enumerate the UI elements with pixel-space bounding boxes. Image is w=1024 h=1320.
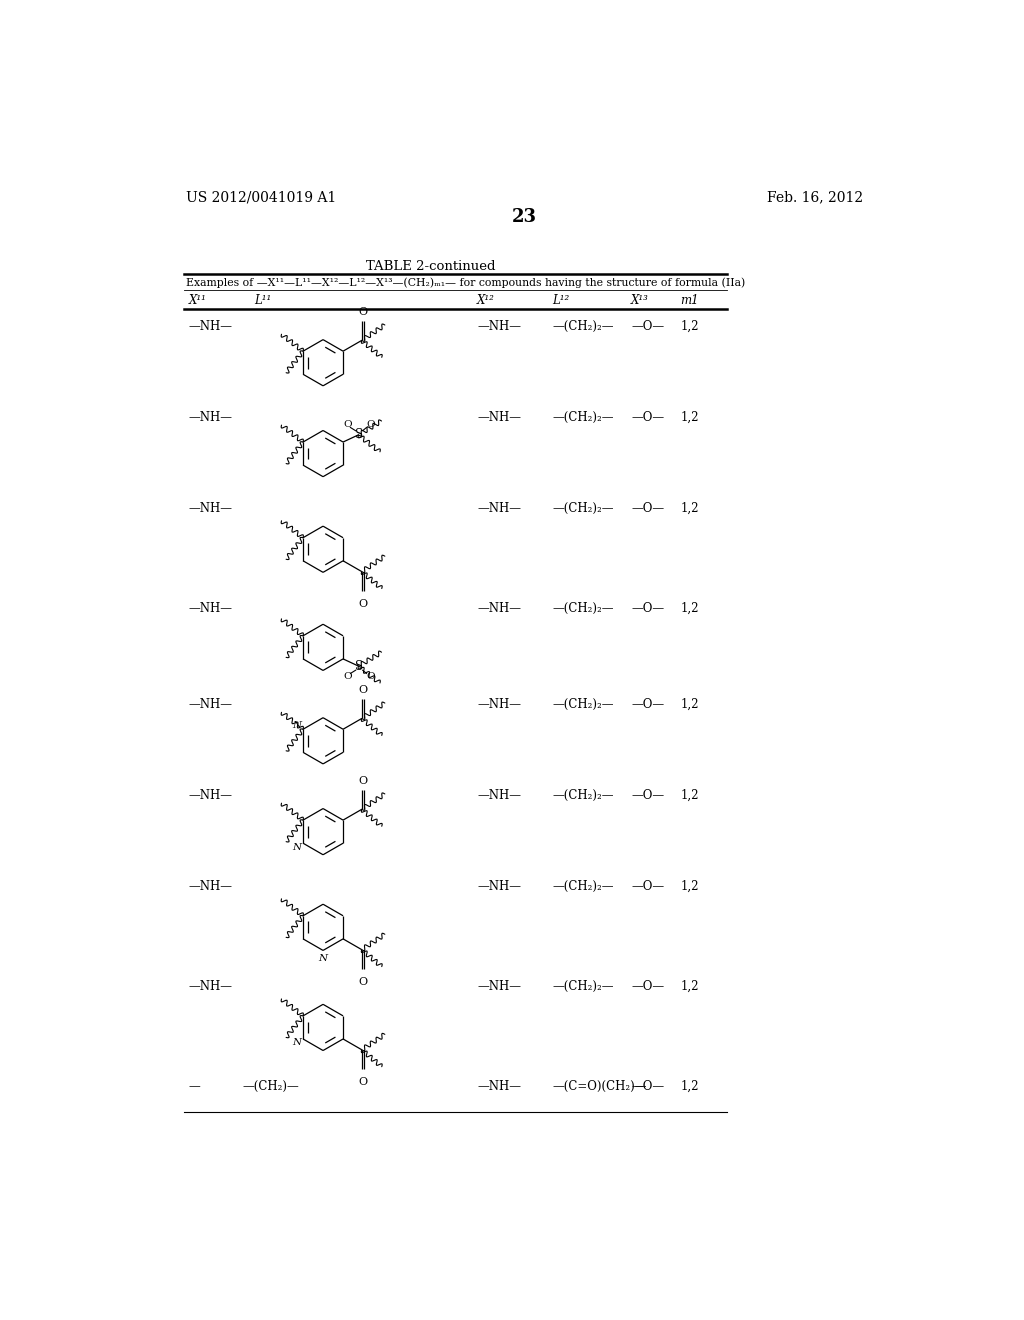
Text: —: — xyxy=(188,1080,200,1093)
Text: 1,2: 1,2 xyxy=(680,321,698,333)
Text: —NH—: —NH— xyxy=(477,502,521,515)
Text: O: O xyxy=(358,776,368,787)
Text: O: O xyxy=(358,308,368,317)
Text: N: N xyxy=(318,953,328,962)
Text: —NH—: —NH— xyxy=(477,979,521,993)
Text: US 2012/0041019 A1: US 2012/0041019 A1 xyxy=(186,191,336,205)
Text: N: N xyxy=(292,842,301,851)
Text: —(CH₂)₂—: —(CH₂)₂— xyxy=(553,698,614,711)
Text: —NH—: —NH— xyxy=(188,602,232,615)
Text: —(CH₂)₂—: —(CH₂)₂— xyxy=(553,502,614,515)
Text: 1,2: 1,2 xyxy=(680,698,698,711)
Text: —O—: —O— xyxy=(631,411,665,424)
Text: L¹²: L¹² xyxy=(553,294,569,308)
Text: —O—: —O— xyxy=(631,880,665,892)
Text: —NH—: —NH— xyxy=(188,502,232,515)
Text: —O—: —O— xyxy=(631,698,665,711)
Text: O: O xyxy=(358,1077,368,1086)
Text: —(CH₂)₂—: —(CH₂)₂— xyxy=(553,321,614,333)
Text: 23: 23 xyxy=(512,209,538,227)
Text: X¹²: X¹² xyxy=(477,294,495,308)
Text: —NH—: —NH— xyxy=(477,321,521,333)
Text: O: O xyxy=(367,672,375,681)
Text: —O—: —O— xyxy=(631,789,665,803)
Text: —(CH₂)₂—: —(CH₂)₂— xyxy=(553,602,614,615)
Text: —NH—: —NH— xyxy=(477,602,521,615)
Text: O: O xyxy=(358,977,368,986)
Text: —NH—: —NH— xyxy=(477,411,521,424)
Text: —(CH₂)—: —(CH₂)— xyxy=(243,1080,299,1093)
Text: —NH—: —NH— xyxy=(188,880,232,892)
Text: —NH—: —NH— xyxy=(477,789,521,803)
Text: —NH—: —NH— xyxy=(188,979,232,993)
Text: TABLE 2-continued: TABLE 2-continued xyxy=(367,260,496,273)
Text: S: S xyxy=(355,660,364,673)
Text: N: N xyxy=(292,1039,301,1047)
Text: 1,2: 1,2 xyxy=(680,979,698,993)
Text: X¹³: X¹³ xyxy=(631,294,649,308)
Text: —NH—: —NH— xyxy=(477,698,521,711)
Text: 1,2: 1,2 xyxy=(680,880,698,892)
Text: —(C=O)(CH₂)—: —(C=O)(CH₂)— xyxy=(553,1080,647,1093)
Text: —O—: —O— xyxy=(631,321,665,333)
Text: O: O xyxy=(358,598,368,609)
Text: N: N xyxy=(292,721,301,730)
Text: X¹¹: X¹¹ xyxy=(188,294,206,308)
Text: O: O xyxy=(367,420,375,429)
Text: 1,2: 1,2 xyxy=(680,502,698,515)
Text: O: O xyxy=(358,685,368,696)
Text: —O—: —O— xyxy=(631,602,665,615)
Text: Feb. 16, 2012: Feb. 16, 2012 xyxy=(767,191,863,205)
Text: L¹¹: L¹¹ xyxy=(254,294,271,308)
Text: O: O xyxy=(343,420,352,429)
Text: m1: m1 xyxy=(680,294,699,308)
Text: —(CH₂)₂—: —(CH₂)₂— xyxy=(553,789,614,803)
Text: S: S xyxy=(355,429,364,441)
Text: —NH—: —NH— xyxy=(188,321,232,333)
Text: 1,2: 1,2 xyxy=(680,411,698,424)
Text: —O—: —O— xyxy=(631,979,665,993)
Text: —O—: —O— xyxy=(631,1080,665,1093)
Text: —NH—: —NH— xyxy=(188,411,232,424)
Text: 1,2: 1,2 xyxy=(680,602,698,615)
Text: —NH—: —NH— xyxy=(477,1080,521,1093)
Text: —(CH₂)₂—: —(CH₂)₂— xyxy=(553,411,614,424)
Text: O: O xyxy=(343,672,352,681)
Text: —NH—: —NH— xyxy=(188,789,232,803)
Text: Examples of —X¹¹—L¹¹—X¹²—L¹²—X¹³—(CH₂)ₘ₁— for compounds having the structure of : Examples of —X¹¹—L¹¹—X¹²—L¹²—X¹³—(CH₂)ₘ₁… xyxy=(186,277,745,288)
Text: —NH—: —NH— xyxy=(477,880,521,892)
Text: —NH—: —NH— xyxy=(188,698,232,711)
Text: 1,2: 1,2 xyxy=(680,789,698,803)
Text: —(CH₂)₂—: —(CH₂)₂— xyxy=(553,979,614,993)
Text: 1,2: 1,2 xyxy=(680,1080,698,1093)
Text: —O—: —O— xyxy=(631,502,665,515)
Text: —(CH₂)₂—: —(CH₂)₂— xyxy=(553,880,614,892)
